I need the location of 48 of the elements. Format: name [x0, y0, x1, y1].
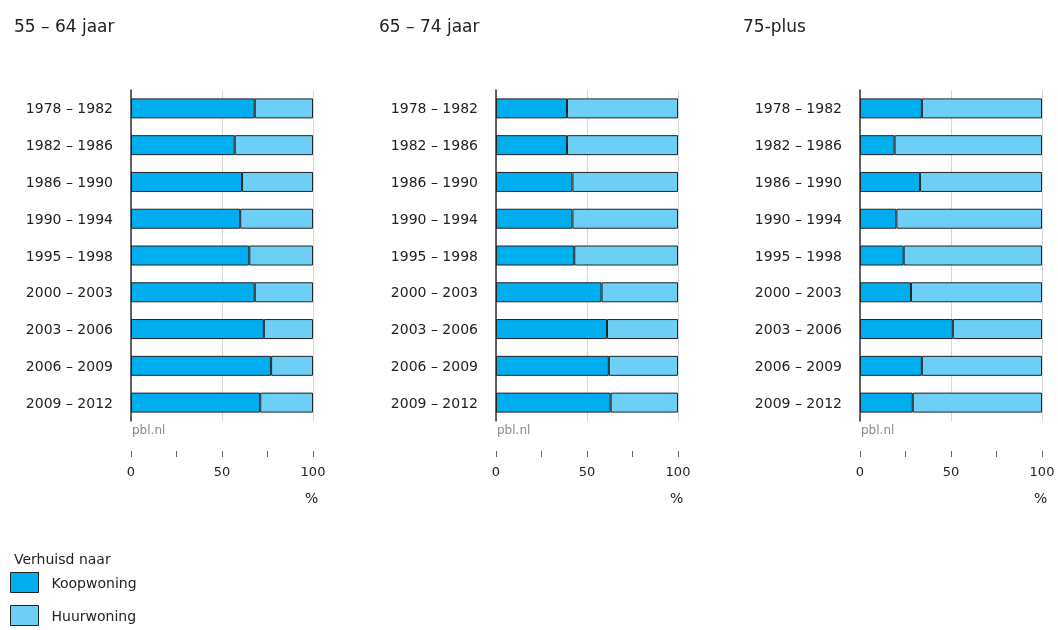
chart-title: 75-plus — [743, 15, 807, 36]
y-tick-label: 2006 – 2009 — [754, 357, 842, 374]
y-tick-label: 1982 – 1986 — [754, 137, 843, 154]
x-axis-title: % — [305, 490, 319, 506]
y-tick-label: 2000 – 2003 — [754, 284, 842, 301]
y-tick-label: 2009 – 2012 — [25, 394, 113, 411]
y-tick-label: 1978 – 1982 — [754, 100, 842, 117]
y-tick-label: 1990 – 1994 — [25, 210, 114, 227]
y-tick-label: 2003 – 2006 — [754, 321, 843, 338]
y-tick-label: 2009 – 2012 — [390, 394, 478, 411]
y-tick-label: 1982 – 1986 — [390, 137, 479, 154]
y-tick-label: 2003 – 2006 — [25, 321, 114, 338]
legend-label: Koopwoning — [51, 574, 137, 591]
y-tick-label: 2009 – 2012 — [754, 394, 842, 411]
y-tick-label: 1978 – 1982 — [25, 100, 113, 117]
y-tick-label: 1990 – 1994 — [754, 210, 843, 227]
x-tick-label: 50 — [942, 464, 960, 479]
x-axis-title: % — [670, 490, 684, 506]
chart-title: 55 – 64 jaar — [14, 15, 115, 36]
text: pbl.nl — [497, 423, 531, 437]
text: pbl.nl — [861, 423, 895, 437]
y-tick-label: 1986 – 1990 — [754, 173, 842, 190]
x-tick-label: 100 — [300, 464, 326, 479]
y-tick-label: 2000 – 2003 — [25, 284, 113, 301]
chart-title: 65 – 74 jaar — [379, 15, 480, 36]
legend-title: Verhuisd naar — [14, 551, 111, 567]
y-tick-label: 1995 – 1998 — [25, 247, 113, 264]
x-axis-title: % — [1034, 490, 1048, 506]
x-tick-label: 50 — [213, 464, 231, 479]
y-tick-label: 2006 – 2009 — [25, 357, 113, 374]
y-tick-label: 1982 – 1986 — [25, 137, 114, 154]
y-tick-label: 1995 – 1998 — [754, 247, 842, 264]
legend-label: Huurwoning — [51, 607, 137, 624]
x-tick-label: 0 — [491, 464, 501, 479]
x-tick-label: 100 — [665, 464, 691, 479]
y-tick-label: 2006 – 2009 — [390, 357, 478, 374]
y-tick-label: 1978 – 1982 — [390, 100, 478, 117]
y-tick-label: 2003 – 2006 — [390, 321, 479, 338]
y-tick-label: 1986 – 1990 — [25, 173, 113, 190]
y-tick-label: 2000 – 2003 — [390, 284, 478, 301]
y-tick-label: 1990 – 1994 — [390, 210, 479, 227]
y-tick-label: 1995 – 1998 — [390, 247, 478, 264]
text: pbl.nl — [132, 423, 166, 437]
x-tick-label: 50 — [578, 464, 596, 479]
x-tick-label: 0 — [855, 464, 865, 479]
y-tick-label: 1986 – 1990 — [390, 173, 478, 190]
x-tick-label: 100 — [1029, 464, 1055, 479]
x-tick-label: 0 — [126, 464, 136, 479]
